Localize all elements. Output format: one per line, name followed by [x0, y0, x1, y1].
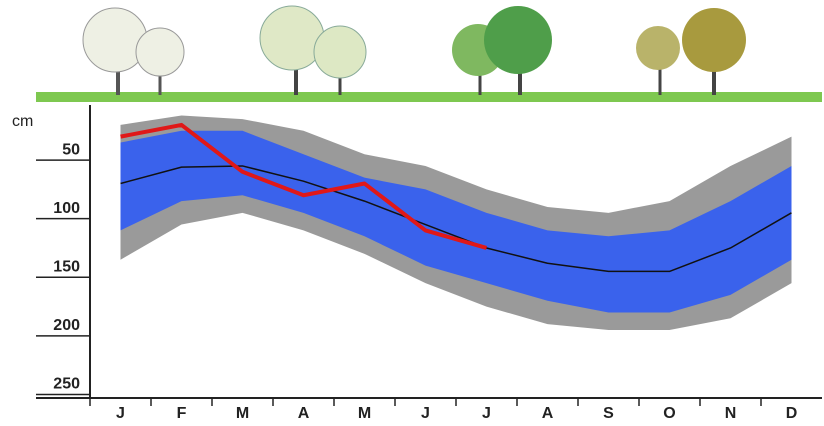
x-tick-label: F: [177, 405, 187, 422]
y-tick-label: 250: [53, 376, 80, 393]
x-tick-label: O: [663, 405, 675, 422]
y-axis-label: cm: [12, 113, 33, 130]
x-tick-label: A: [542, 405, 554, 422]
x-tick-label: J: [421, 405, 430, 422]
tree-illustration: [36, 5, 822, 102]
y-tick-label: 200: [53, 317, 80, 334]
trees-autumn: [636, 8, 746, 95]
x-tick-label: M: [236, 405, 249, 422]
x-tick-label: A: [298, 405, 310, 422]
x-tick-label: J: [482, 405, 491, 422]
y-tick-label: 50: [62, 141, 80, 158]
x-tick-label: N: [725, 405, 737, 422]
x-tick-label: S: [603, 405, 614, 422]
level-line: [120, 122, 488, 250]
y-tick-label: 150: [53, 259, 80, 276]
x-tick-label: D: [786, 405, 798, 422]
y-tick-label: 100: [53, 200, 80, 217]
grass: [36, 92, 822, 102]
trees-spring: [259, 5, 367, 95]
range-band: [120, 130, 792, 313]
trees-summer: [452, 6, 552, 95]
x-tick-label: J: [116, 405, 125, 422]
trees-winter: [82, 7, 185, 95]
x-tick-label: M: [358, 405, 371, 422]
